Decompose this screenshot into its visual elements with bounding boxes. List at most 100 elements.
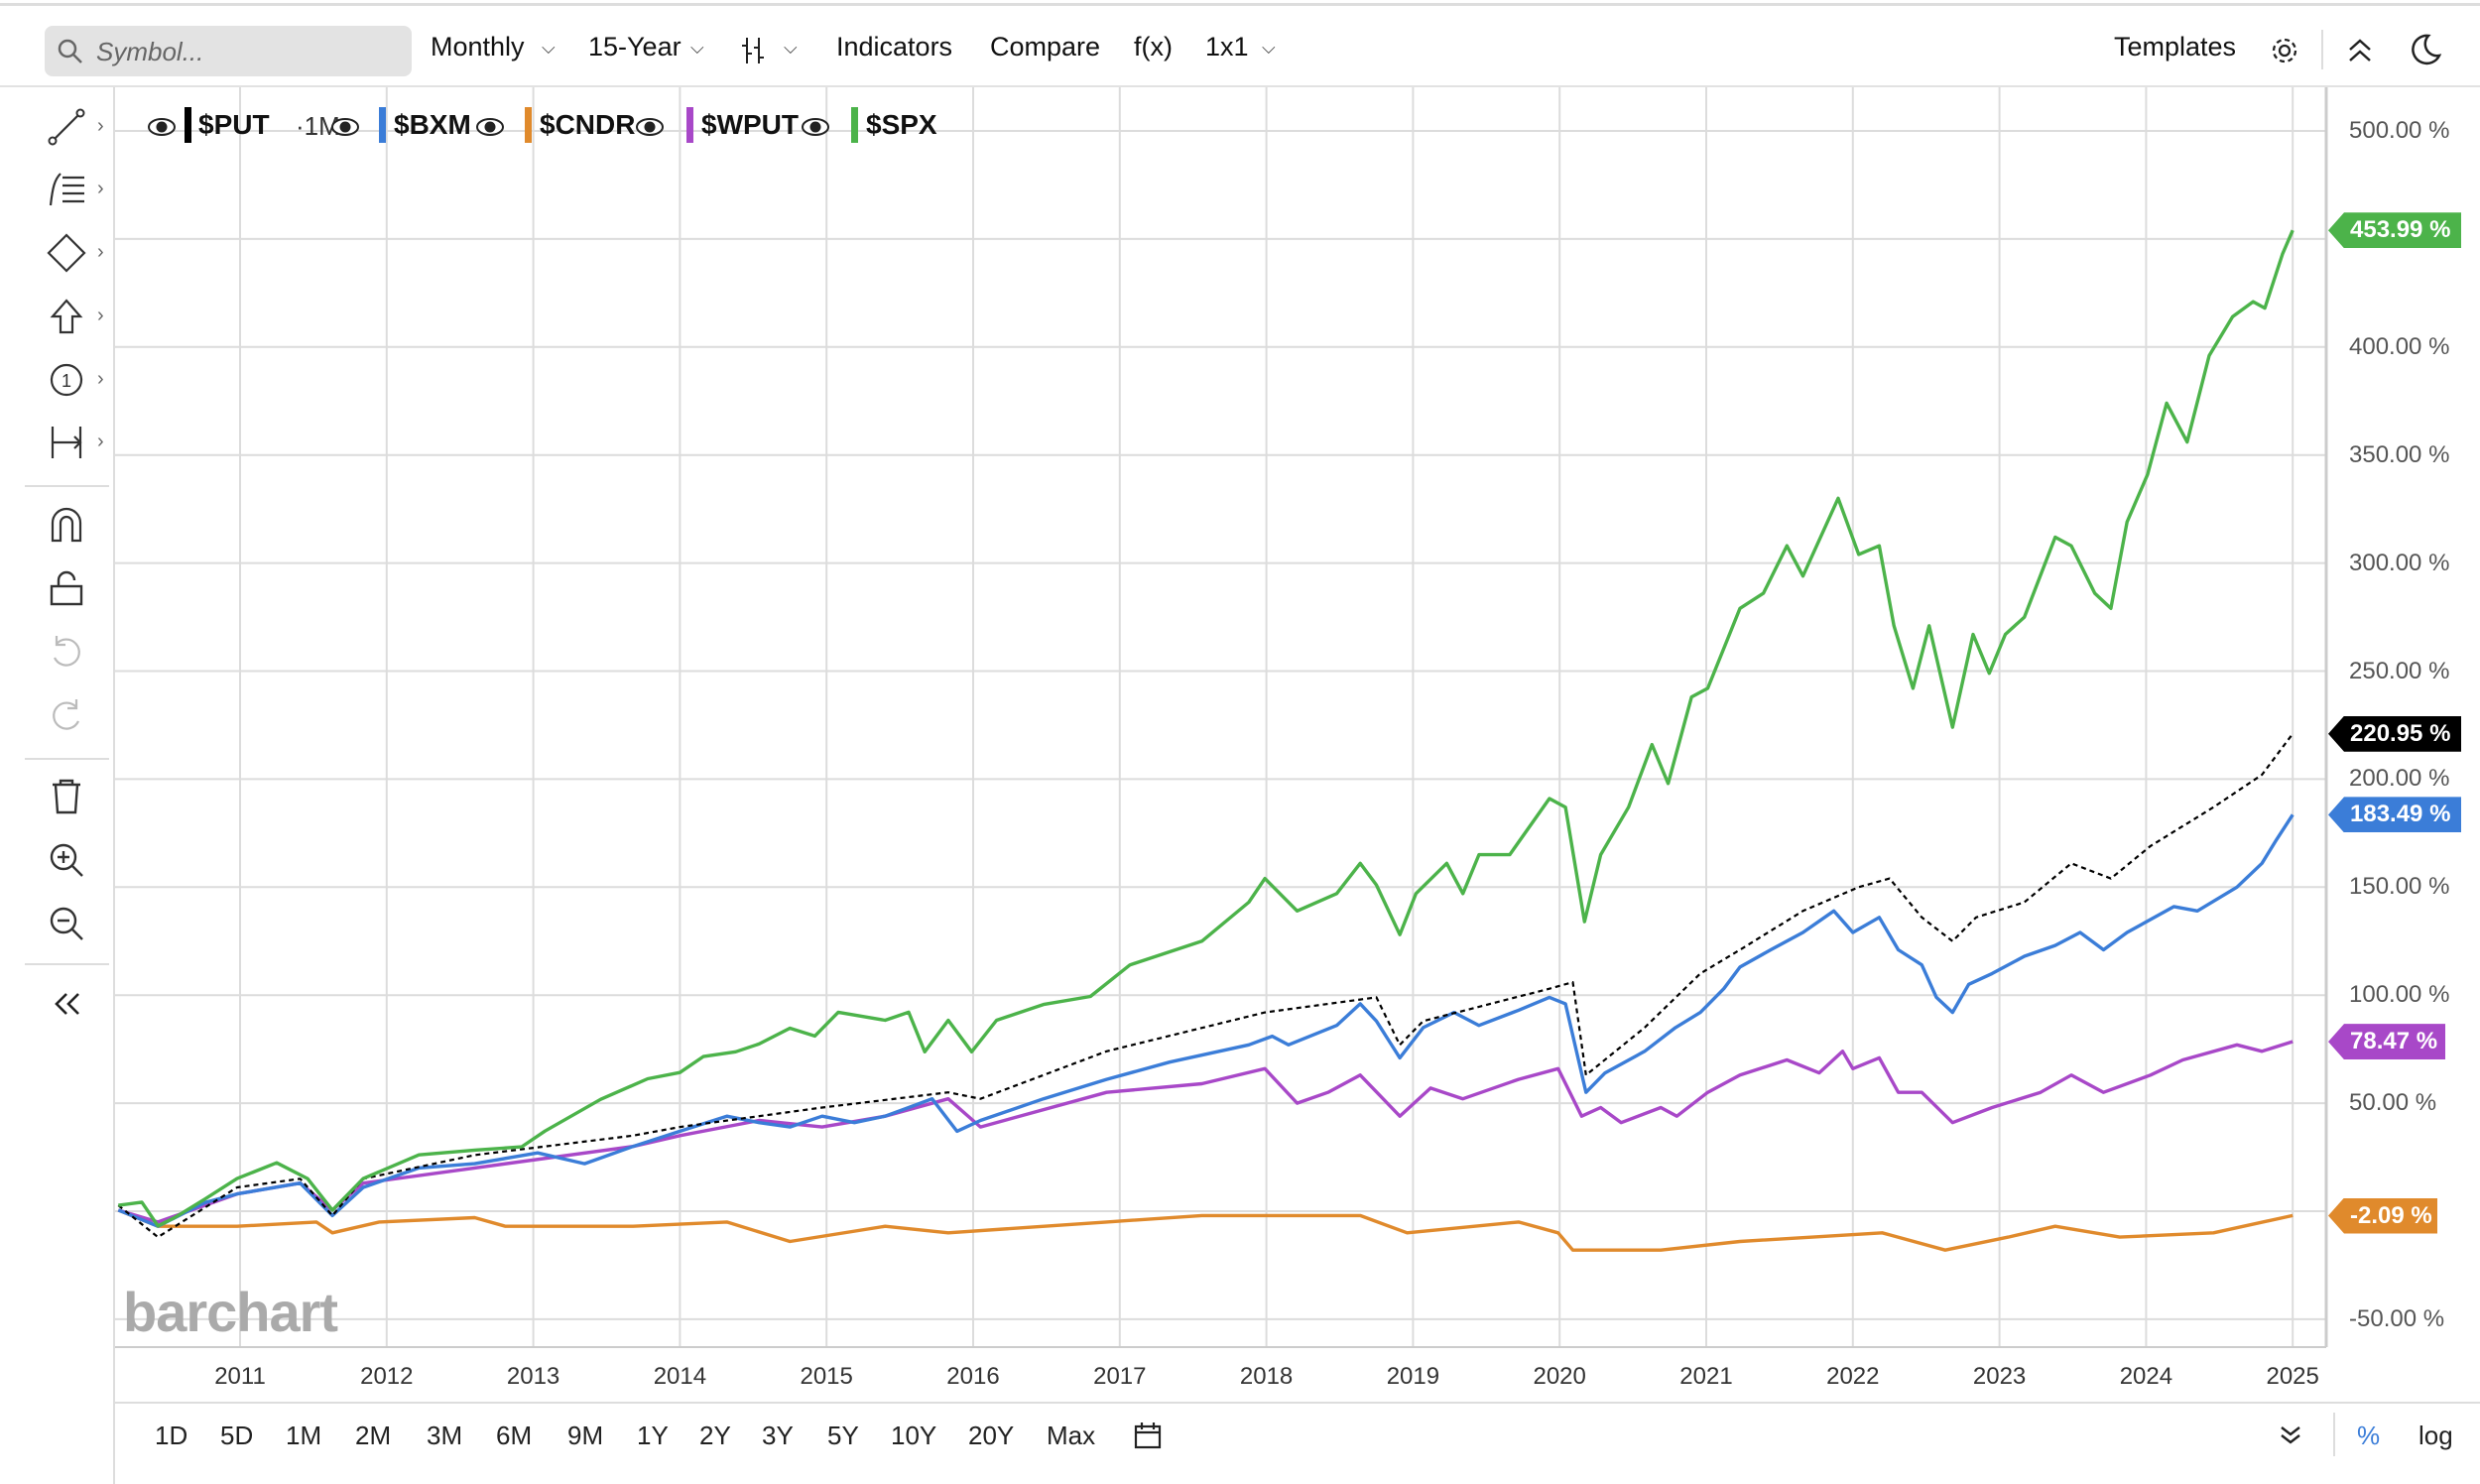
- fx-button[interactable]: f(x): [1134, 32, 1173, 62]
- legend-symbol[interactable]: $PUT: [198, 109, 270, 140]
- x-tick-label: 2014: [653, 1363, 707, 1390]
- range-button-6m[interactable]: 6M: [496, 1421, 533, 1450]
- chevron-down-icon: ⌵: [1262, 38, 1276, 58]
- last-value-badge-put: 220.95 %: [2328, 715, 2461, 752]
- series-line-spx: [118, 229, 2294, 1228]
- chevron-right-icon[interactable]: ›: [97, 241, 104, 263]
- legend-color-swatch: [525, 107, 532, 143]
- visibility-eye-icon[interactable]: [801, 115, 830, 137]
- range-button-1d[interactable]: 1D: [155, 1421, 188, 1450]
- range-button-2m[interactable]: 2M: [355, 1421, 392, 1450]
- y-tick-label: 500.00 %: [2349, 117, 2450, 144]
- trendline-tool-icon[interactable]: [45, 105, 88, 149]
- x-tick-label: 2022: [1826, 1363, 1880, 1390]
- legend-symbol[interactable]: $CNDR: [540, 109, 636, 140]
- chevron-right-icon[interactable]: ›: [97, 368, 104, 390]
- x-tick-label: 2017: [1093, 1363, 1147, 1390]
- x-tick-label: 2024: [2119, 1363, 2173, 1390]
- range-button-9m[interactable]: 9M: [567, 1421, 604, 1450]
- x-tick-label: 2020: [1533, 1363, 1586, 1390]
- chevron-down-icon: ⌵: [784, 38, 798, 58]
- interval-dropdown[interactable]: Monthly: [431, 32, 525, 62]
- range-button-1y[interactable]: 1Y: [637, 1421, 669, 1450]
- x-tick-label: 2019: [1386, 1363, 1440, 1390]
- divider: [25, 758, 109, 760]
- y-tick-label: 400.00 %: [2349, 332, 2450, 360]
- redo-icon[interactable]: [45, 693, 88, 737]
- x-tick-label: 2023: [1972, 1363, 2027, 1390]
- percent-scale-toggle[interactable]: %: [2357, 1421, 2381, 1450]
- compare-button[interactable]: Compare: [990, 32, 1101, 62]
- x-tick-label: 2011: [214, 1363, 266, 1390]
- range-button-3m[interactable]: 3M: [427, 1421, 463, 1450]
- range-button-3y[interactable]: 3Y: [762, 1421, 794, 1450]
- chevron-right-icon[interactable]: ›: [97, 178, 104, 199]
- moon-icon[interactable]: [2407, 32, 2442, 67]
- shapes-tool-icon[interactable]: [45, 231, 88, 275]
- barchart-watermark: barchart: [123, 1281, 338, 1343]
- x-tick-label: 2015: [800, 1363, 853, 1390]
- magnet-icon[interactable]: [45, 503, 88, 547]
- series-line-bxm: [117, 813, 2294, 1228]
- undo-icon[interactable]: [45, 630, 88, 674]
- y-tick-label: 200.00 %: [2349, 765, 2450, 793]
- search-icon: [58, 39, 82, 63]
- visibility-eye-icon[interactable]: [475, 115, 505, 137]
- chevron-right-icon[interactable]: ›: [97, 115, 104, 137]
- collapse-up-icon[interactable]: [2345, 36, 2375, 65]
- y-tick-label: 250.00 %: [2349, 657, 2450, 684]
- symbol-search-input[interactable]: Symbol...: [45, 26, 412, 76]
- y-tick-label: 350.00 %: [2349, 440, 2450, 468]
- range-button-5d[interactable]: 5D: [220, 1421, 254, 1450]
- layout-dropdown[interactable]: 1x1: [1205, 32, 1249, 62]
- lock-open-icon[interactable]: [45, 566, 88, 610]
- series-line-wput: [117, 1040, 2294, 1224]
- chevron-right-icon[interactable]: ›: [97, 431, 104, 452]
- divider: [25, 485, 109, 487]
- calendar-icon[interactable]: [1133, 1421, 1163, 1450]
- toolbar-divider: [2321, 30, 2323, 69]
- templates-button[interactable]: Templates: [2114, 32, 2237, 62]
- x-tick-label: 2025: [2266, 1363, 2319, 1390]
- numbered-marker-icon[interactable]: 1: [45, 358, 88, 402]
- x-tick-label: 2012: [360, 1363, 414, 1390]
- trash-icon[interactable]: [45, 775, 88, 818]
- last-value-badge-cndr: -2.09 %: [2328, 1197, 2437, 1234]
- zoom-out-icon[interactable]: [45, 902, 88, 945]
- y-tick-label: -50.00 %: [2349, 1304, 2445, 1332]
- measure-tool-icon[interactable]: [45, 421, 88, 464]
- chart-type-icon[interactable]: [739, 36, 769, 65]
- range-button-20y[interactable]: 20Y: [968, 1421, 1015, 1450]
- period-dropdown[interactable]: 15-Year: [588, 32, 682, 62]
- visibility-eye-icon[interactable]: [330, 115, 360, 137]
- legend-symbol[interactable]: $BXM: [394, 109, 471, 140]
- arrow-up-tool-icon[interactable]: [45, 295, 88, 338]
- top-border: [0, 3, 2480, 6]
- visibility-eye-icon[interactable]: [635, 115, 665, 137]
- log-scale-toggle[interactable]: log: [2418, 1421, 2453, 1450]
- zoom-in-icon[interactable]: [45, 838, 88, 882]
- x-tick-label: 2016: [946, 1363, 1000, 1390]
- range-button-1m[interactable]: 1M: [286, 1421, 322, 1450]
- legend-symbol[interactable]: $SPX: [866, 109, 937, 140]
- double-chevron-down-icon[interactable]: [2278, 1422, 2303, 1448]
- collapse-left-icon[interactable]: [45, 982, 88, 1026]
- last-value-badge-spx: 453.99 %: [2328, 212, 2461, 249]
- chevron-right-icon[interactable]: ›: [97, 305, 104, 326]
- range-button-2y[interactable]: 2Y: [699, 1421, 731, 1450]
- series-line-put: [117, 733, 2294, 1239]
- legend-symbol[interactable]: $WPUT: [701, 109, 799, 140]
- range-button-max[interactable]: Max: [1047, 1421, 1096, 1450]
- fib-tool-icon[interactable]: [45, 168, 88, 211]
- gear-icon[interactable]: [2268, 34, 2301, 67]
- visibility-eye-icon[interactable]: [147, 115, 177, 137]
- range-button-10y[interactable]: 10Y: [891, 1421, 937, 1450]
- y-tick-label: 300.00 %: [2349, 549, 2450, 576]
- toolbar-divider: [0, 85, 2480, 87]
- y-tick-label: 50.00 %: [2349, 1089, 2437, 1117]
- indicators-button[interactable]: Indicators: [836, 32, 953, 62]
- y-tick-label: 100.00 %: [2349, 981, 2450, 1009]
- range-button-5y[interactable]: 5Y: [827, 1421, 859, 1450]
- x-tick-label: 2018: [1239, 1363, 1294, 1390]
